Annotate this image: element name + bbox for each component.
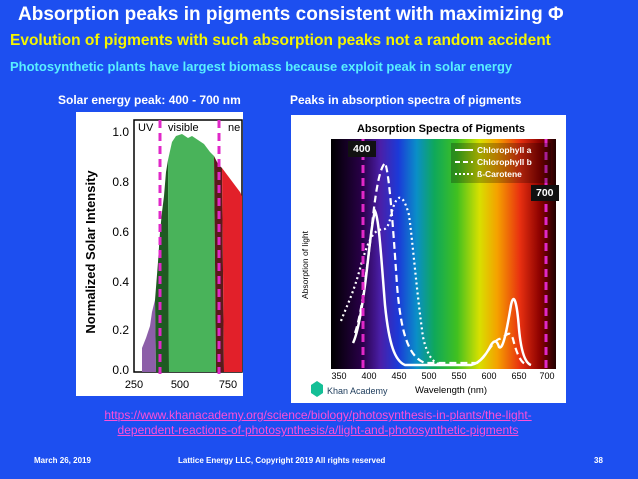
band-label-ne: ne [228,122,240,134]
subtitle-biomass: Photosynthetic plants have largest bioma… [10,59,513,74]
solar-xtick: 500 [171,379,189,391]
absorption-xtick: 350 [331,371,346,381]
absorption-xlabel: Wavelength (nm) [415,385,487,396]
solar-ylabel: Normalized Solar Intensity [83,170,98,334]
footer-copyright: Lattice Energy LLC, Copyright 2019 All r… [178,456,386,465]
solar-ytick: 0.2 [112,323,129,337]
legend-beta-carotene: ß-Carotene [477,169,522,179]
subtitle-evolution: Evolution of pigments with such absorpti… [10,32,551,49]
solar-caption: Solar energy peak: 400 - 700 nm [58,93,241,107]
solar-xtick: 750 [219,379,237,391]
absorption-xtick: 650 [511,371,526,381]
footer-date: March 26, 2019 [34,456,91,465]
absorption-spectra-svg: Absorption Spectra of Pigments Chlorophy… [300,123,556,397]
absorption-xtick: 450 [391,371,406,381]
solar-ytick: 0.4 [112,275,129,289]
solar-xtick: 250 [125,379,143,391]
marker-400-label: 400 [348,141,376,157]
khan-academy-logo-icon [311,381,323,397]
khan-academy-logo-text: Khan Academy [327,386,388,396]
legend-chlorophyll-a: Chlorophyll a [477,145,532,155]
absorption-caption: Peaks in absorption spectra of pigments [290,93,522,107]
legend-chlorophyll-b: Chlorophyll b [477,157,532,167]
absorption-xtick: 550 [451,371,466,381]
footer-page-number: 38 [594,456,603,465]
solar-ytick: 0.0 [112,363,129,377]
absorption-xtick: 400 [361,371,376,381]
solar-ytick: 0.6 [112,225,129,239]
band-label-uv: UV [138,122,154,134]
absorption-ylabel: Absorption of light [300,230,310,299]
solar-spectrum-figure: 1.0 0.8 0.6 0.4 0.2 0.0 250 500 750 UV v… [76,112,243,396]
absorption-xtick: 700 [539,371,554,381]
absorption-xtick: 500 [421,371,436,381]
absorption-spectra-figure: Absorption Spectra of Pigments Chlorophy… [291,115,566,403]
marker-700-label: 700 [531,185,559,201]
absorption-xtick: 600 [481,371,496,381]
khan-academy-link[interactable]: https://www.khanacademy.org/science/biol… [104,408,532,437]
solar-spectrum-svg: 1.0 0.8 0.6 0.4 0.2 0.0 250 500 750 UV v… [83,119,243,391]
band-label-visible: visible [168,122,199,134]
solar-ytick: 1.0 [112,125,129,139]
solar-ytick: 0.8 [112,175,129,189]
slide-title: Absorption peaks in pigments consistent … [18,4,564,25]
absorption-title: Absorption Spectra of Pigments [357,123,525,135]
